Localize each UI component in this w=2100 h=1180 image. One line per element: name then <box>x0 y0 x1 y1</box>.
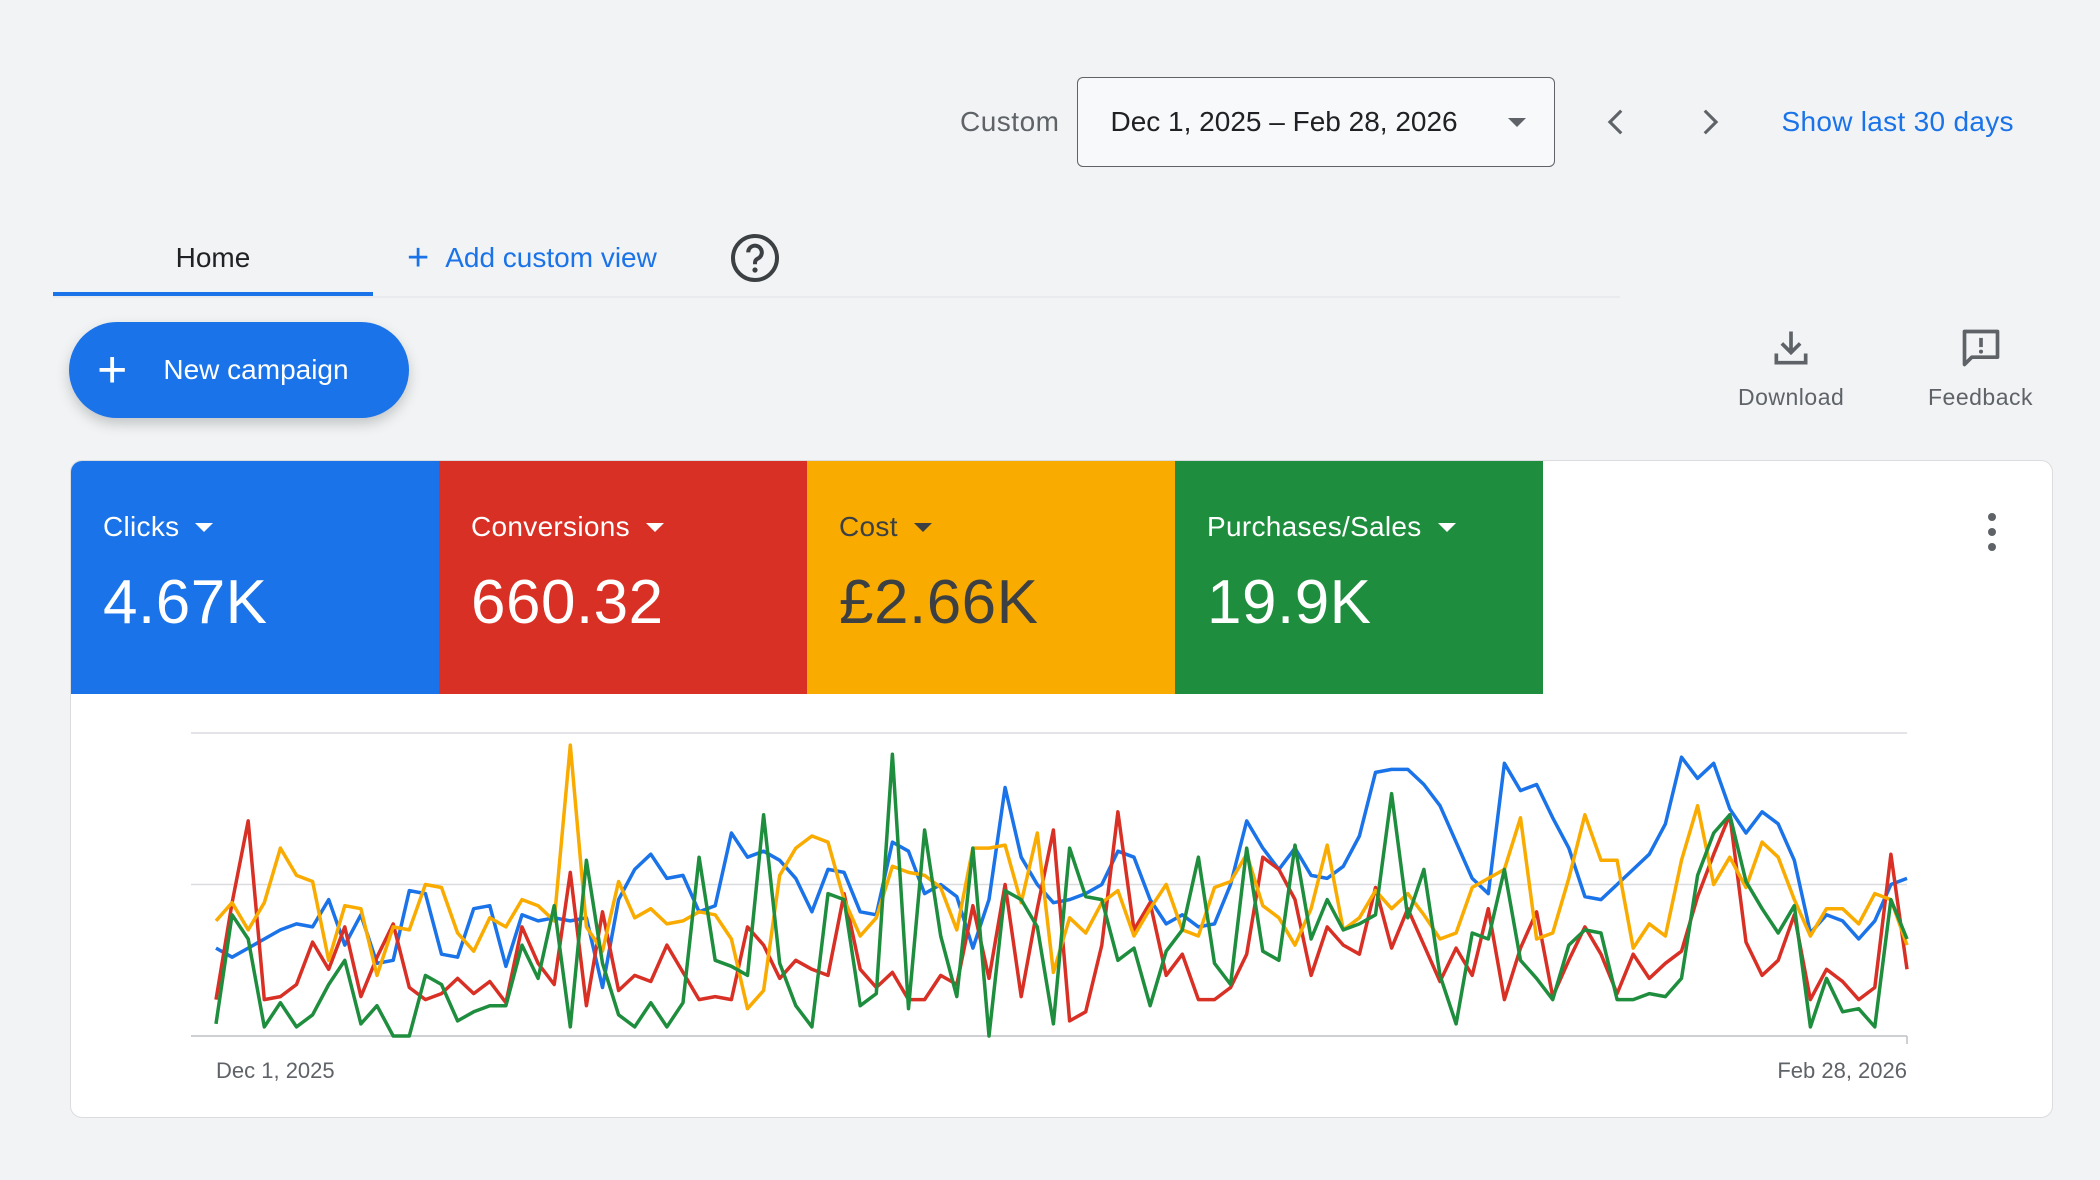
next-period-button[interactable] <box>1679 92 1739 152</box>
metric-label-text: Conversions <box>471 511 630 542</box>
x-axis-end-label: Feb 28, 2026 <box>1777 1058 1907 1083</box>
dropdown-caret-icon <box>645 522 664 532</box>
metric-label: Purchases/Sales <box>1207 511 1543 543</box>
feedback-button[interactable]: Feedback <box>1928 326 2033 411</box>
metric-value: £2.66K <box>839 568 1039 637</box>
previous-period-button[interactable] <box>1587 92 1647 152</box>
plus-icon: + <box>97 341 128 399</box>
view-tabs: Home + Add custom view <box>53 222 1620 298</box>
metric-conversions[interactable]: Conversions 660.32 <box>439 461 807 694</box>
date-range-label: Custom <box>960 106 1060 137</box>
x-axis-start-label: Dec 1, 2025 <box>216 1058 335 1083</box>
plus-icon: + <box>407 237 430 279</box>
more-options-icon[interactable] <box>1988 513 2000 558</box>
metric-label: Cost <box>839 511 1175 543</box>
metric-label-text: Clicks <box>103 511 180 542</box>
metric-cost[interactable]: Cost £2.66K <box>807 461 1175 694</box>
performance-line-chart: Dec 1, 2025 Feb 28, 2026 <box>191 732 1909 1083</box>
date-range-bar: Custom Dec 1, 2025 – Feb 28, 2026 Show l… <box>960 76 2014 168</box>
metric-label-text: Cost <box>839 511 898 542</box>
new-campaign-label: New campaign <box>163 354 349 385</box>
help-icon[interactable] <box>729 232 781 284</box>
series-line-clicks <box>215 755 1908 990</box>
feedback-icon <box>1962 329 1999 367</box>
new-campaign-button[interactable]: + New campaign <box>69 322 409 418</box>
metric-scorecards: Clicks 4.67K Conversions 660.32 Cost £2.… <box>71 461 1543 694</box>
metric-label-text: Purchases/Sales <box>1207 511 1422 542</box>
chevron-right-icon <box>1704 109 1719 135</box>
download-icon <box>1774 331 1808 365</box>
download-label: Download <box>1738 384 1845 410</box>
dropdown-caret-icon <box>195 522 214 532</box>
dropdown-caret-icon <box>913 522 932 532</box>
metric-value: 660.32 <box>471 568 664 637</box>
metric-purchases-sales[interactable]: Purchases/Sales 19.9K <box>1175 461 1543 694</box>
date-range-value: Dec 1, 2025 – Feb 28, 2026 <box>1110 106 1458 137</box>
download-button[interactable]: Download <box>1738 326 1844 411</box>
feedback-label: Feedback <box>1928 384 2034 410</box>
metric-label: Clicks <box>103 511 439 543</box>
chevron-left-icon <box>1608 109 1623 135</box>
performance-card: Clicks 4.67K Conversions 660.32 Cost £2.… <box>70 460 2053 1118</box>
series-line-cost <box>214 743 1909 1011</box>
date-range-dropdown[interactable]: Dec 1, 2025 – Feb 28, 2026 <box>1077 77 1556 167</box>
tab-home[interactable]: Home <box>53 222 373 296</box>
metric-clicks[interactable]: Clicks 4.67K <box>71 461 439 694</box>
dropdown-caret-icon <box>1437 522 1456 532</box>
metric-label: Conversions <box>471 511 807 543</box>
dropdown-caret-icon <box>1508 117 1527 127</box>
add-custom-view-label: Add custom view <box>445 242 657 273</box>
metric-value: 4.67K <box>103 568 268 637</box>
show-last-30-days-link[interactable]: Show last 30 days <box>1781 106 2014 137</box>
series-line-purchases-sales <box>214 752 1909 1038</box>
add-custom-view-button[interactable]: + Add custom view <box>407 222 657 294</box>
metric-value: 19.9K <box>1207 568 1372 637</box>
